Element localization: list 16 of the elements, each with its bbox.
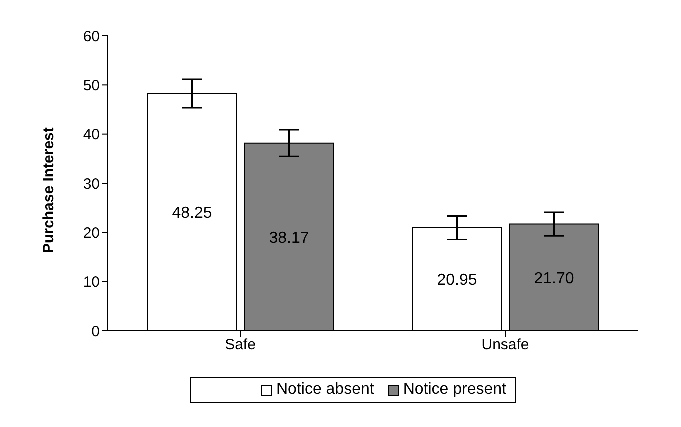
x-tick-label: Unsafe xyxy=(482,336,530,354)
y-tick-label: 40 xyxy=(83,126,100,144)
y-tick-label: 60 xyxy=(83,28,100,46)
legend-label: Notice absent xyxy=(275,381,374,399)
y-axis-title: Purchase Interest xyxy=(40,128,58,254)
data-label: 21.70 xyxy=(534,270,574,288)
data-label: 48.25 xyxy=(172,205,212,222)
data-label: 20.95 xyxy=(437,272,478,290)
y-tick-label: 20 xyxy=(83,224,100,242)
y-tick-label: 50 xyxy=(83,77,100,94)
y-tick-label: 10 xyxy=(83,274,100,292)
legend-label: Notice present xyxy=(402,381,506,399)
x-tick-label: Safe xyxy=(225,336,256,354)
data-label: 38.17 xyxy=(269,230,310,247)
y-tick-label: 30 xyxy=(83,176,100,193)
y-tick-label: 0 xyxy=(92,323,100,340)
